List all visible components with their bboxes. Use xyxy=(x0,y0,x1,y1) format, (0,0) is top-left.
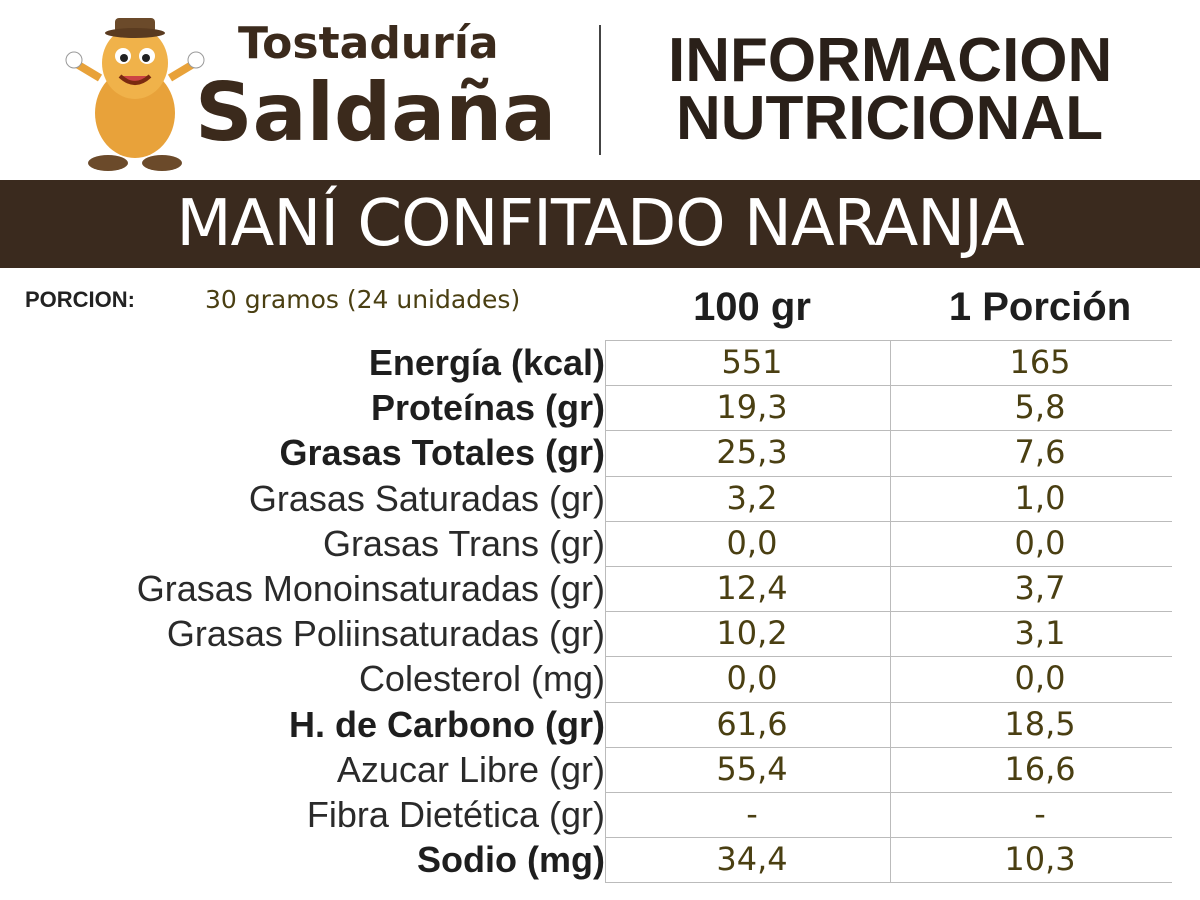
cell: 3,1 xyxy=(1014,614,1066,653)
row-label: Grasas Saturadas (gr) xyxy=(248,477,605,519)
serving-value: 30 gramos (24 unidades) xyxy=(205,285,521,314)
row-label: Grasas Monoinsaturadas (gr) xyxy=(136,568,605,609)
column-header: 100 gr xyxy=(693,285,811,329)
row-line xyxy=(605,475,1172,477)
row-line xyxy=(605,792,1172,793)
cell: 34,4 xyxy=(716,840,788,879)
row-line xyxy=(605,837,1172,839)
cell: 10,3 xyxy=(1004,840,1076,879)
row-label: Energía (kcal) xyxy=(368,342,605,383)
row-label: Proteínas (gr) xyxy=(370,387,605,429)
table-border xyxy=(605,340,606,882)
banner: MANÍ CONFITADO NARANJA xyxy=(176,187,1024,261)
row-label: Azucar Libre (gr) xyxy=(336,748,605,790)
row-label: Grasas Totales (gr) xyxy=(279,432,605,474)
title-line: NUTRICIONAL xyxy=(676,84,1104,153)
row-label: Sodio (mg) xyxy=(417,839,605,881)
row-label: Colesterol (mg) xyxy=(358,658,605,700)
title-line: INFORMACION xyxy=(668,26,1113,95)
brand-line: Saldaña xyxy=(195,66,557,159)
cell: 3,7 xyxy=(1014,569,1066,607)
row-label: Grasas Poliinsaturadas (gr) xyxy=(166,613,605,655)
cell: 0,0 xyxy=(1014,523,1066,562)
cell: 16,6 xyxy=(1004,749,1076,788)
row-label: H. de Carbono (gr) xyxy=(289,703,605,745)
row-line xyxy=(605,656,1172,658)
row-line xyxy=(605,385,1172,387)
cell: 10,2 xyxy=(716,614,788,653)
cell: 0,0 xyxy=(726,523,778,562)
row-line xyxy=(605,340,1172,341)
cell: 12,4 xyxy=(716,569,788,607)
cell: 61,6 xyxy=(716,704,788,743)
row-line xyxy=(605,746,1172,748)
cell: 18,5 xyxy=(1004,704,1076,743)
table-border xyxy=(890,340,891,882)
cell: 25,3 xyxy=(716,433,788,472)
cell: 5,8 xyxy=(1014,388,1066,427)
row-line xyxy=(605,701,1172,703)
row-line xyxy=(605,882,1172,884)
row-line xyxy=(605,566,1172,567)
cell: 55,4 xyxy=(716,749,788,788)
cell: 19,3 xyxy=(716,388,788,427)
cell: 0,0 xyxy=(726,659,778,698)
cell: 1,0 xyxy=(1014,478,1066,517)
divider xyxy=(599,25,601,155)
mascot xyxy=(65,18,205,171)
row-line xyxy=(605,430,1172,432)
row-label: Grasas Trans (gr) xyxy=(322,522,605,564)
banner-bg xyxy=(0,180,1200,268)
cell: 551 xyxy=(721,343,783,381)
cell: - xyxy=(746,795,758,833)
serving-label: PORCION: xyxy=(25,287,135,312)
brand-line: Tostaduría xyxy=(238,18,499,69)
row-label: Fibra Dietética (gr) xyxy=(306,794,605,835)
row-line xyxy=(605,611,1172,613)
row-line xyxy=(605,520,1172,522)
cell: 7,6 xyxy=(1014,433,1066,472)
cell: 0,0 xyxy=(1014,659,1066,698)
cell: - xyxy=(1034,795,1046,833)
cell: 3,2 xyxy=(726,478,778,517)
column-header: 1 Porción xyxy=(948,285,1132,329)
cell: 165 xyxy=(1009,343,1071,381)
